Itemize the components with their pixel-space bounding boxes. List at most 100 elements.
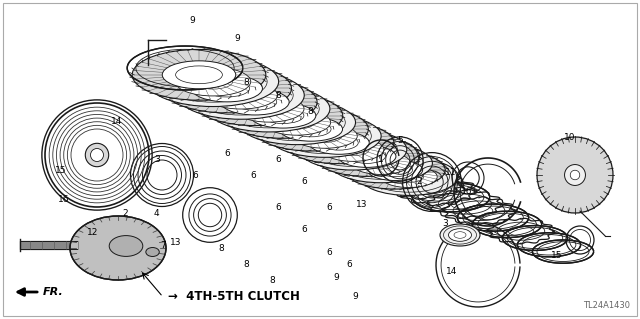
Ellipse shape: [191, 75, 262, 102]
Text: 14: 14: [445, 267, 457, 276]
Ellipse shape: [163, 64, 291, 113]
Ellipse shape: [337, 144, 369, 156]
Text: 9: 9: [333, 273, 339, 282]
Ellipse shape: [204, 80, 250, 97]
Ellipse shape: [175, 67, 251, 96]
Ellipse shape: [349, 149, 385, 163]
Ellipse shape: [233, 94, 276, 110]
Ellipse shape: [338, 145, 396, 167]
Ellipse shape: [278, 118, 371, 154]
Ellipse shape: [163, 61, 236, 89]
Ellipse shape: [159, 61, 267, 102]
Ellipse shape: [449, 229, 472, 241]
Text: 9: 9: [234, 34, 239, 43]
Text: 1: 1: [378, 155, 383, 164]
Text: TL24A1430: TL24A1430: [583, 301, 630, 310]
Ellipse shape: [223, 93, 342, 138]
Text: 2: 2: [417, 177, 422, 186]
Text: 8: 8: [269, 276, 275, 285]
Text: 6: 6: [346, 260, 351, 269]
Ellipse shape: [360, 158, 458, 196]
Ellipse shape: [219, 90, 319, 128]
Text: 8: 8: [244, 78, 249, 87]
Ellipse shape: [222, 88, 260, 102]
Text: →  4TH-5TH CLUTCH: → 4TH-5TH CLUTCH: [168, 291, 300, 303]
Ellipse shape: [365, 157, 396, 169]
Text: 6: 6: [225, 149, 230, 158]
Ellipse shape: [330, 144, 433, 183]
Ellipse shape: [320, 136, 358, 150]
Text: 15: 15: [551, 251, 563, 260]
Text: 9: 9: [353, 292, 358, 301]
Ellipse shape: [308, 130, 342, 142]
Ellipse shape: [193, 74, 233, 89]
Ellipse shape: [292, 124, 357, 148]
Text: 5: 5: [397, 136, 403, 145]
Text: 16: 16: [461, 187, 473, 196]
Ellipse shape: [251, 102, 287, 116]
Ellipse shape: [269, 115, 381, 157]
Ellipse shape: [263, 110, 331, 135]
Text: 8: 8: [218, 244, 223, 253]
Ellipse shape: [234, 95, 304, 122]
Ellipse shape: [444, 226, 477, 244]
Ellipse shape: [221, 89, 289, 115]
Ellipse shape: [381, 166, 437, 188]
Ellipse shape: [394, 171, 424, 182]
Ellipse shape: [537, 137, 613, 213]
Ellipse shape: [250, 103, 316, 128]
Ellipse shape: [440, 224, 480, 246]
Ellipse shape: [70, 216, 166, 280]
Ellipse shape: [284, 122, 394, 164]
Ellipse shape: [570, 170, 580, 180]
Ellipse shape: [308, 133, 397, 167]
Text: 2: 2: [122, 209, 127, 218]
Text: 10: 10: [564, 133, 575, 142]
Text: 13: 13: [356, 200, 367, 209]
Ellipse shape: [205, 81, 277, 109]
Text: 6: 6: [327, 248, 332, 256]
Ellipse shape: [208, 86, 330, 132]
Ellipse shape: [175, 66, 222, 84]
Ellipse shape: [345, 151, 445, 189]
Text: 11: 11: [445, 168, 457, 177]
Text: 6: 6: [276, 203, 281, 212]
Ellipse shape: [146, 248, 159, 256]
Ellipse shape: [291, 122, 331, 137]
Text: 6: 6: [301, 225, 307, 234]
Ellipse shape: [369, 161, 449, 192]
Text: 8: 8: [308, 107, 313, 116]
Text: FR.: FR.: [43, 287, 64, 297]
Ellipse shape: [109, 236, 143, 256]
Text: 6: 6: [250, 171, 255, 180]
Text: 6: 6: [327, 203, 332, 212]
Ellipse shape: [454, 232, 466, 238]
Text: 6: 6: [301, 177, 307, 186]
Ellipse shape: [300, 129, 407, 170]
Ellipse shape: [367, 160, 422, 181]
Text: 12: 12: [87, 228, 99, 237]
Ellipse shape: [249, 104, 345, 141]
Text: 3: 3: [154, 155, 159, 164]
Text: 7: 7: [161, 241, 166, 250]
Ellipse shape: [193, 78, 317, 126]
Ellipse shape: [147, 57, 278, 107]
Text: 8: 8: [244, 260, 249, 269]
Ellipse shape: [189, 75, 293, 115]
Ellipse shape: [351, 152, 410, 174]
Ellipse shape: [314, 137, 420, 176]
Text: 6: 6: [193, 171, 198, 180]
Text: 15: 15: [55, 166, 67, 175]
Text: 9: 9: [189, 16, 195, 25]
Ellipse shape: [132, 49, 266, 100]
Ellipse shape: [308, 131, 369, 154]
Ellipse shape: [90, 149, 104, 161]
Text: 6: 6: [276, 155, 281, 164]
Text: 8: 8: [276, 91, 281, 100]
Ellipse shape: [564, 165, 586, 185]
Ellipse shape: [378, 163, 413, 177]
Text: 13: 13: [170, 238, 182, 247]
Text: 16: 16: [58, 195, 70, 204]
Text: 4: 4: [154, 209, 159, 218]
Ellipse shape: [322, 138, 384, 161]
